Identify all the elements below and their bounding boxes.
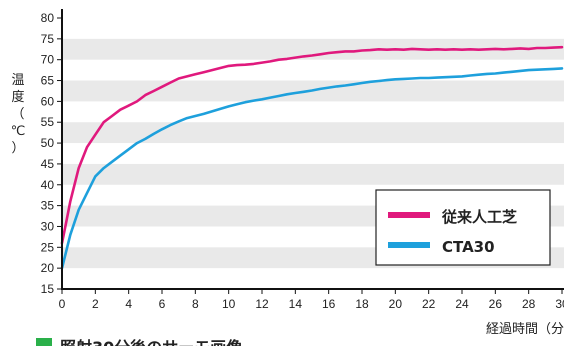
y-tick-label: 75 — [41, 32, 55, 46]
y-tick-label: 80 — [41, 11, 55, 25]
y-tick-label: 30 — [41, 219, 55, 233]
y-tick-label: 50 — [41, 136, 55, 150]
y-tick-label: 35 — [41, 199, 55, 213]
y-tick-label: 20 — [41, 261, 55, 275]
footer-marker-icon — [36, 338, 52, 346]
x-tick-label: 2 — [92, 297, 99, 311]
y-tick-label: 40 — [41, 178, 55, 192]
grid-band — [62, 122, 564, 144]
series-layer — [60, 45, 564, 270]
x-axis-label: 経過時間（分 — [486, 322, 564, 337]
legend-box — [375, 189, 551, 266]
x-tick-label: 30 — [555, 297, 564, 311]
y-tick-label: 45 — [41, 157, 55, 171]
legend: 従来人工芝 CTA30 — [375, 189, 551, 266]
legend-swatch-cta30 — [388, 242, 430, 248]
x-axis-ticks: 024681012141618202224262830 — [59, 289, 564, 311]
y-tick-label: 65 — [41, 74, 55, 88]
x-tick-label: 12 — [255, 297, 269, 311]
series-line-cta30 — [60, 67, 564, 270]
grid-band — [62, 38, 564, 60]
y-tick-label: 15 — [41, 282, 55, 296]
legend-label-cta30: CTA30 — [442, 238, 495, 256]
series-line-conventional-turf — [60, 45, 564, 245]
x-tick-label: 24 — [455, 297, 469, 311]
y-axis-ticks: 15 20 25 30 35 40 45 50 55 60 65 70 75 80 — [41, 11, 62, 296]
x-tick-label: 28 — [522, 297, 536, 311]
footer-caption-text: 照射30分後のサーモ画像 — [60, 338, 243, 346]
legend-swatch-conventional-turf — [388, 212, 430, 218]
x-tick-label: 10 — [222, 297, 236, 311]
grid-band — [62, 163, 564, 185]
legend-label-conventional-turf: 従来人工芝 — [441, 208, 517, 226]
y-tick-label: 55 — [41, 115, 55, 129]
y-tick-label: 70 — [41, 53, 55, 67]
x-tick-label: 20 — [389, 297, 403, 311]
y-tick-label: 25 — [41, 240, 55, 254]
x-tick-label: 26 — [489, 297, 503, 311]
y-axis-title: 温度（℃） — [11, 73, 26, 156]
x-tick-label: 14 — [289, 297, 303, 311]
footer-caption: 照射30分後のサーモ画像 — [36, 338, 243, 346]
x-tick-label: 0 — [59, 297, 66, 311]
x-tick-label: 16 — [322, 297, 336, 311]
x-tick-label: 22 — [422, 297, 436, 311]
y-tick-label: 60 — [41, 94, 55, 108]
y-axis-label: 温度（℃） — [11, 73, 26, 156]
x-tick-label: 6 — [159, 297, 166, 311]
x-tick-label: 4 — [125, 297, 132, 311]
x-tick-label: 8 — [192, 297, 199, 311]
x-tick-label: 18 — [355, 297, 369, 311]
